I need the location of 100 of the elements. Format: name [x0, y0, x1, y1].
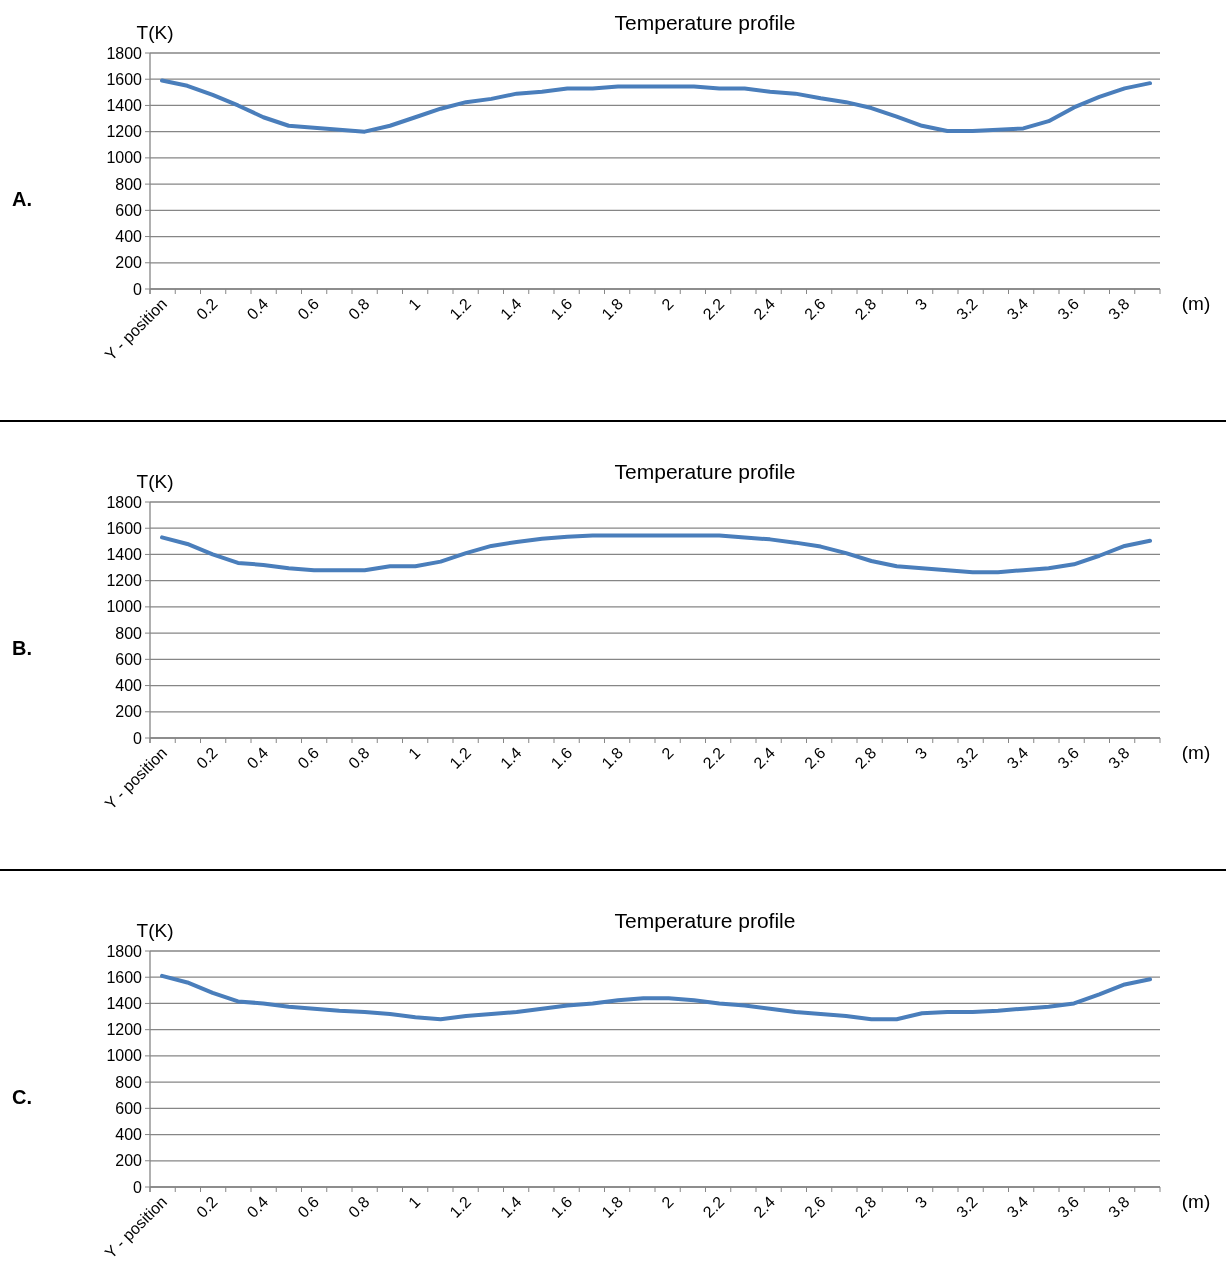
y-tick-label: 200 — [115, 254, 143, 272]
chart-title: Temperature profile — [614, 11, 796, 34]
y-axis-title: T(K) — [136, 920, 174, 941]
x-axis-title: (m) — [1181, 1191, 1211, 1212]
x-tick-label: 2.4 — [750, 295, 779, 323]
x-tick-label: 0.6 — [294, 295, 323, 323]
text: B. — [12, 637, 32, 659]
y-tick-label: 1800 — [106, 942, 143, 960]
x-axis-title: (m) — [1181, 293, 1211, 314]
x-tick-label: 2.6 — [801, 295, 829, 323]
y-tick-label: 0 — [133, 280, 143, 298]
y-tick-label: 800 — [115, 624, 143, 642]
x-tick-label: 3 — [911, 1193, 931, 1212]
line-series — [160, 78, 1152, 134]
x-tick-label: 0.8 — [345, 1193, 373, 1221]
y-axis-title: T(K) — [136, 471, 174, 492]
x-tick-label: 3 — [911, 744, 931, 763]
x-tick-label: 2.8 — [851, 295, 880, 323]
chart-title: Temperature profile — [614, 460, 796, 483]
x-tick-label: 1 — [405, 295, 424, 314]
x-tick-label: 3 — [911, 295, 931, 314]
x-tick-label: 3.6 — [1054, 295, 1083, 323]
y-tick-label: 1000 — [106, 598, 143, 616]
y-tick-label: 800 — [115, 1073, 143, 1091]
x-tick-label: 3.4 — [1003, 1193, 1032, 1221]
x-tick-label: 2.2 — [699, 1193, 728, 1221]
y-tick-label: 400 — [115, 228, 143, 246]
y-tick-label: 600 — [115, 650, 143, 668]
y-tick-label: 1400 — [106, 995, 143, 1013]
x-tick-label: 3.8 — [1105, 744, 1133, 772]
text: C. — [12, 1086, 32, 1108]
x-tick-label: 1.8 — [598, 1193, 627, 1221]
y-tick-label: 200 — [115, 1152, 143, 1170]
y-tick-label: 1600 — [106, 519, 143, 537]
y-tick-label: 1800 — [106, 493, 143, 511]
x-tick-label: 2.6 — [801, 1193, 829, 1221]
x-tick-label: 3.6 — [1054, 744, 1083, 772]
y-tick-label: 1600 — [106, 70, 143, 88]
y-tick-label: 600 — [115, 1099, 143, 1117]
x-tick-label: 2.6 — [801, 744, 829, 772]
y-tick-label: 1200 — [106, 1021, 143, 1039]
x-tick-label: 1.2 — [446, 744, 475, 772]
x-tick-label: 1.4 — [497, 744, 525, 772]
x-tick-label: 3.4 — [1003, 295, 1032, 323]
x-tick-label: 1 — [405, 1193, 424, 1212]
chart-title: Temperature profile — [614, 909, 796, 932]
x-tick-label: 0.4 — [243, 295, 272, 323]
y-tick-label: 1200 — [106, 123, 143, 141]
x-tick-label: 2.8 — [851, 744, 880, 772]
x-tick-label: 0.8 — [345, 744, 373, 772]
x-tick-label: 0.6 — [294, 744, 323, 772]
y-tick-label: 400 — [115, 1126, 143, 1144]
y-axis-title: T(K) — [136, 22, 174, 43]
y-tick-label: 1200 — [106, 572, 143, 590]
x-tick-label: 3.8 — [1105, 295, 1133, 323]
x-tick-label: 3.2 — [953, 295, 981, 323]
x-tick-label: 2.8 — [851, 1193, 880, 1221]
x-tick-label: 2 — [658, 1193, 677, 1212]
y-tick-label: 0 — [133, 729, 143, 747]
x-tick-label: 3.4 — [1003, 744, 1032, 772]
x-tick-label: 3.8 — [1105, 1193, 1133, 1221]
text: A. — [12, 188, 32, 210]
x-tick-label: 2.4 — [750, 744, 779, 772]
x-tick-label: 1.2 — [446, 1193, 475, 1221]
x-tick-label: 1.6 — [547, 295, 576, 323]
y-tick-label: 0 — [133, 1178, 143, 1196]
x-tick-label: 2.4 — [750, 1193, 779, 1221]
y-tick-label: 1000 — [106, 149, 143, 167]
y-tick-label: 1400 — [106, 97, 143, 115]
y-tick-label: 1800 — [106, 44, 143, 62]
x-tick-label: 1 — [405, 744, 424, 763]
y-tick-label: 400 — [115, 677, 143, 695]
x-tick-label: 0.8 — [345, 295, 373, 323]
y-tick-label: 1000 — [106, 1047, 143, 1065]
x-tick-label: 0.4 — [243, 744, 272, 772]
x-tick-label: 2.2 — [699, 295, 728, 323]
x-tick-label: 3.2 — [953, 744, 981, 772]
x-tick-label: 1.8 — [598, 295, 627, 323]
line-series — [160, 533, 1152, 575]
x-axis-title: (m) — [1181, 742, 1211, 763]
y-tick-label: 1400 — [106, 546, 143, 564]
y-tick-label: 600 — [115, 201, 143, 219]
x-tick-label: 1.2 — [446, 295, 475, 323]
x-tick-label: 1.6 — [547, 744, 576, 772]
x-tick-label: 0.6 — [294, 1193, 323, 1221]
y-tick-label: 800 — [115, 175, 143, 193]
y-tick-label: 200 — [115, 703, 143, 721]
line-series — [160, 973, 1152, 1022]
x-tick-label: 3.2 — [953, 1193, 981, 1221]
y-tick-label: 1600 — [106, 968, 143, 986]
x-tick-label: 2 — [658, 744, 677, 763]
x-tick-label: 1.8 — [598, 744, 627, 772]
x-tick-label: 1.4 — [497, 295, 525, 323]
x-tick-label: 0.2 — [193, 1193, 221, 1221]
x-tick-label: 2.2 — [699, 744, 728, 772]
x-tick-label: 2 — [658, 295, 677, 314]
x-tick-label: 1.6 — [547, 1193, 576, 1221]
x-tick-label: 0.4 — [243, 1193, 272, 1221]
x-tick-label: 1.4 — [497, 1193, 525, 1221]
x-tick-label: 0.2 — [193, 295, 221, 323]
